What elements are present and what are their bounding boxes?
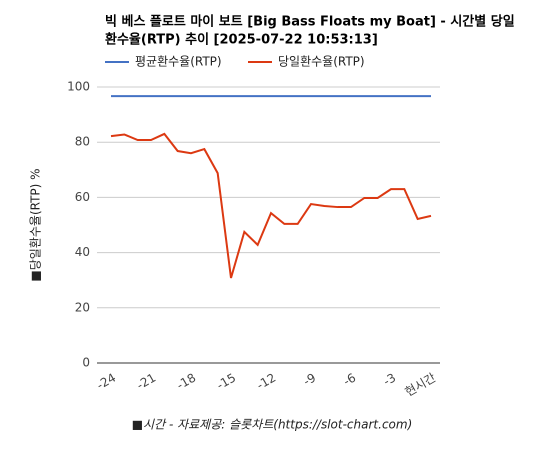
x-axis-label: ■시간 - 자료제공: 슬롯차트(https://slot-chart.com) xyxy=(132,418,413,432)
chart-title: 빅 베스 플로트 마이 보트 [Big Bass Floats my Boat]… xyxy=(105,14,515,30)
legend-label: 당일환수율(RTP) xyxy=(278,55,365,69)
y-tick-label: 60 xyxy=(75,190,90,204)
x-tick-label: -18 xyxy=(174,371,198,393)
series-line xyxy=(110,132,432,279)
x-tick-label: -12 xyxy=(254,371,278,393)
y-tick-label: 20 xyxy=(75,300,90,314)
x-tick-label: -15 xyxy=(214,371,238,393)
y-tick-label: 80 xyxy=(75,135,90,149)
chart-title: 환수율(RTP) 추이 [2025-07-22 10:53:13] xyxy=(105,32,378,48)
x-tick-label: -9 xyxy=(301,371,318,389)
legend-label: 평균환수율(RTP) xyxy=(135,55,222,69)
x-tick-label: -21 xyxy=(134,371,158,393)
y-axis-label: ■당일환수율(RTP) % xyxy=(29,168,43,281)
x-tick-label: -3 xyxy=(381,371,398,389)
y-tick-label: 40 xyxy=(75,245,90,259)
x-tick-label: -6 xyxy=(341,371,358,389)
x-tick-label: 현시간 xyxy=(403,371,439,400)
y-tick-label: 0 xyxy=(82,356,90,370)
x-tick-label: -24 xyxy=(94,371,118,393)
y-tick-label: 100 xyxy=(67,80,90,94)
